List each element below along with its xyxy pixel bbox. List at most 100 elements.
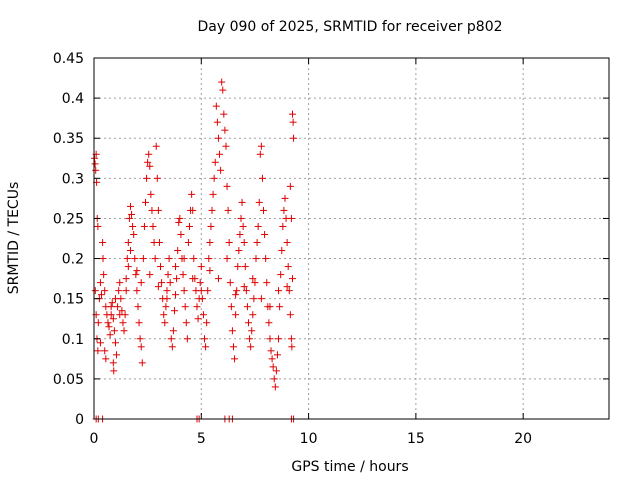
data-point: [154, 206, 162, 214]
data-point: [144, 158, 152, 166]
data-point: [109, 315, 117, 323]
data-point: [241, 263, 249, 271]
data-point: [286, 182, 294, 190]
data-point: [104, 319, 112, 327]
data-point: [196, 279, 204, 287]
data-point: [275, 335, 283, 343]
data-point: [229, 343, 237, 351]
data-point: [162, 303, 170, 311]
data-point: [128, 210, 136, 218]
data-point: [185, 222, 193, 230]
data-point: [173, 275, 181, 283]
data-point: [113, 351, 121, 359]
data-point: [184, 239, 192, 247]
data-point: [198, 295, 206, 303]
data-point: [239, 222, 247, 230]
data-point: [115, 287, 123, 295]
data-point: [155, 239, 163, 247]
data-point: [223, 182, 231, 190]
data-point: [145, 150, 153, 158]
data-point: [257, 142, 265, 150]
data-point: [266, 335, 274, 343]
data-point: [262, 255, 270, 263]
data-point: [147, 190, 155, 198]
data-point: [276, 303, 284, 311]
data-point: [202, 343, 210, 351]
data-point: [163, 295, 171, 303]
x-tick-label: 5: [197, 431, 206, 447]
data-point: [101, 287, 109, 295]
data-point: [263, 279, 271, 287]
y-tick-label: 0.35: [53, 131, 84, 147]
data-point: [260, 206, 268, 214]
data-point: [269, 363, 277, 371]
y-tick-label: 0.2: [62, 252, 84, 268]
data-point: [170, 307, 178, 315]
data-point: [180, 255, 188, 263]
data-point: [210, 174, 218, 182]
data-point: [214, 134, 222, 142]
data-point: [143, 174, 151, 182]
data-point: [166, 279, 174, 287]
data-point: [111, 339, 119, 347]
data-point: [290, 134, 298, 142]
data-point: [214, 275, 222, 283]
data-point: [180, 287, 188, 295]
data-point: [148, 206, 156, 214]
data-point: [287, 214, 295, 222]
data-point: [126, 202, 134, 210]
data-point: [232, 291, 240, 299]
data-point: [139, 255, 147, 263]
data-point: [142, 198, 149, 206]
data-point: [172, 291, 180, 299]
data-point: [122, 275, 130, 283]
data-point: [169, 327, 177, 335]
data-point: [235, 247, 243, 255]
data-point: [163, 287, 171, 295]
data-point: [288, 343, 296, 351]
data-point: [125, 214, 133, 222]
data-point: [108, 299, 116, 307]
data-point: [146, 271, 154, 279]
data-point: [110, 367, 118, 375]
data-point: [203, 319, 211, 327]
y-tick-label: 0.15: [53, 292, 84, 308]
data-point: [245, 319, 252, 327]
data-point: [247, 343, 255, 351]
data-point: [217, 166, 225, 174]
data-point: [253, 239, 261, 247]
data-point: [119, 319, 127, 327]
data-point: [249, 275, 257, 283]
data-point: [228, 327, 236, 335]
y-tick-label: 0.4: [62, 91, 84, 107]
x-tick-label: 20: [514, 431, 532, 447]
data-point: [118, 307, 126, 315]
data-point: [107, 303, 115, 311]
y-tick-label: 0.05: [53, 372, 84, 388]
data-point: [100, 271, 108, 279]
data-point: [99, 255, 107, 263]
data-point: [123, 255, 131, 263]
data-point: [174, 247, 182, 255]
data-point: [254, 222, 262, 230]
data-point: [161, 319, 169, 327]
data-point: [213, 118, 221, 126]
data-point: [116, 311, 124, 319]
data-point: [197, 263, 205, 271]
data-point: [257, 295, 265, 303]
data-point: [164, 271, 172, 279]
data-point: [168, 343, 176, 351]
data-point: [137, 279, 145, 287]
data-point: [206, 239, 214, 247]
data-point: [226, 279, 234, 287]
y-tick-label: 0.3: [62, 171, 84, 187]
x-axis-label: GPS time / hours: [291, 459, 408, 475]
data-point: [189, 275, 197, 283]
data-point: [133, 287, 141, 295]
data-point: [287, 335, 295, 343]
data-point: [188, 190, 196, 198]
data-point: [223, 255, 231, 263]
data-point: [266, 303, 274, 311]
data-point: [271, 383, 279, 391]
